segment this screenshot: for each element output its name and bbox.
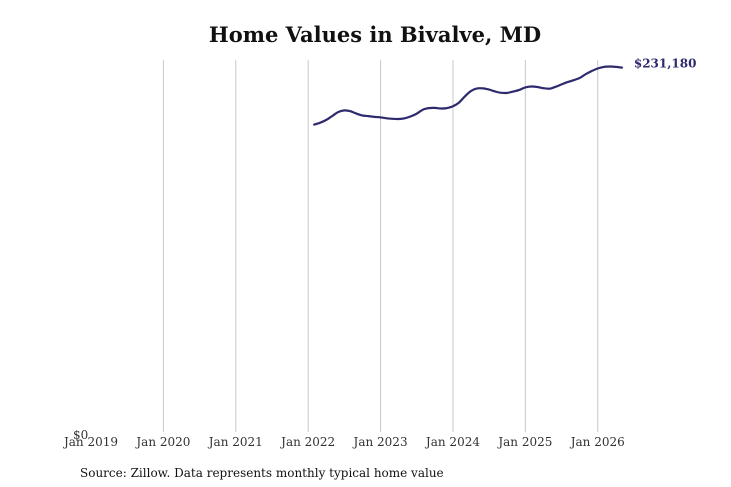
x-tick-label: Jan 2019 [62,435,118,449]
end-value-label: $231,180 [634,57,697,71]
x-tick-label: Jan 2022 [279,435,335,449]
x-tick-label: Jan 2025 [496,435,552,449]
series-line [313,65,623,126]
x-tick-label: Jan 2024 [424,435,480,449]
grid-lines [162,60,599,432]
x-axis-ticks: Jan 2019 Jan 2020 Jan 2021 Jan 2022 Jan 2023… [62,435,625,449]
chart-title: Home Values in Bivalve, MD [209,22,541,47]
source-note: Source: Zillow. Data represents monthly … [80,466,444,480]
x-tick-label: Jan 2021 [207,435,263,449]
y-min-label: $0 [73,428,88,442]
x-tick-label: Jan 2026 [569,435,625,449]
x-tick-label: Jan 2023 [352,435,408,449]
x-tick-label: Jan 2020 [134,435,190,449]
